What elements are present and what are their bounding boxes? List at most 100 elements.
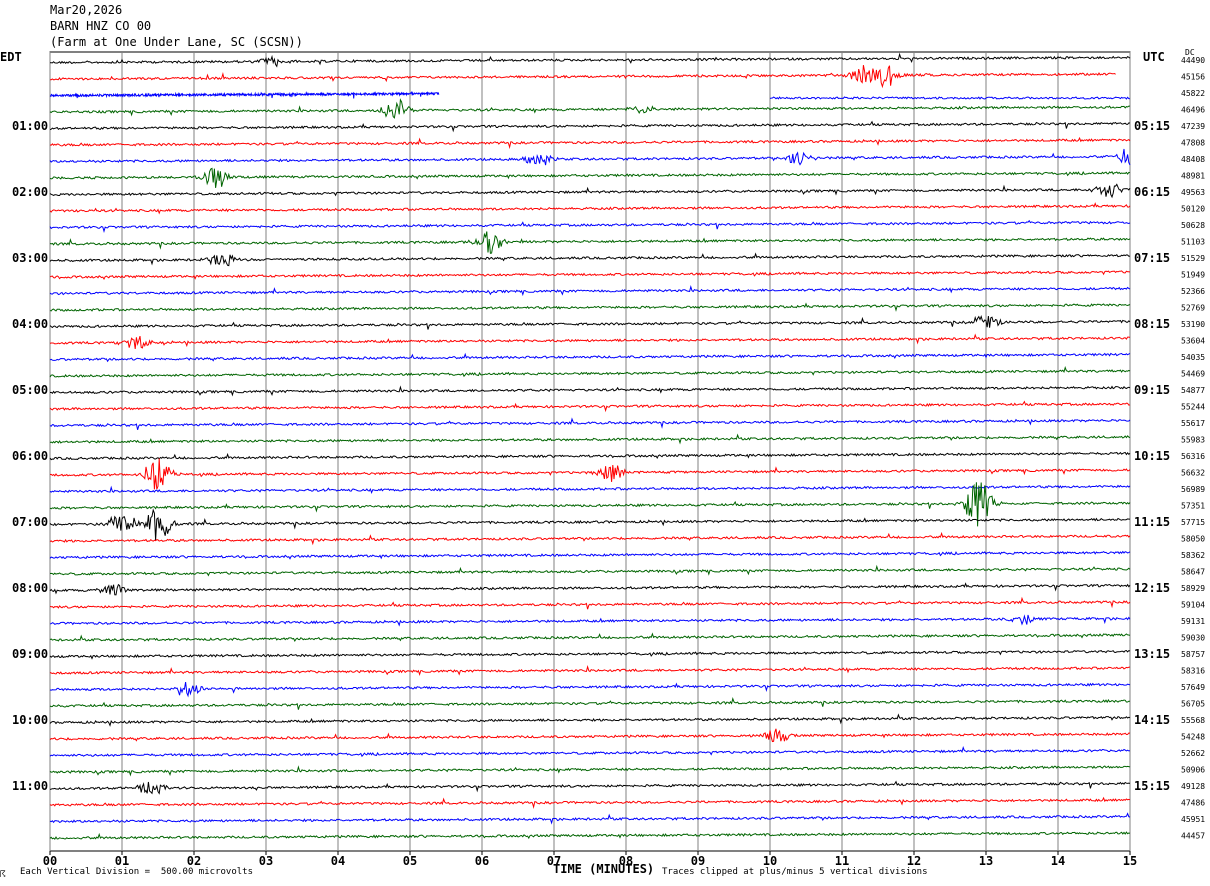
right-hour-label: 07:15 — [1134, 251, 1170, 265]
seismic-trace — [49, 550, 1131, 560]
dc-offset-label: 53604 — [1181, 337, 1205, 346]
dc-offset-label: 45951 — [1181, 815, 1205, 824]
axis-labels: 00 01 02 03 04 05 06 07 08 09 10 11 12 13 14 15 44490 451… — [12, 56, 1205, 868]
seismic-trace — [49, 417, 1131, 430]
seismic-trace — [49, 219, 1131, 233]
dc-offset-label: 59030 — [1181, 634, 1205, 643]
right-hour-label: 12:15 — [1134, 581, 1170, 595]
seismic-trace — [49, 484, 1131, 495]
x-tick-label: 05 — [403, 854, 417, 868]
x-tick-label: 00 — [43, 854, 57, 868]
footer-clip-note: Traces clipped at plus/minus 5 vertical … — [662, 867, 928, 877]
dc-offset-label: 58647 — [1181, 568, 1205, 577]
left-hour-label: 09:00 — [12, 647, 48, 661]
header-station: BARN HNZ CO 00 — [50, 19, 152, 33]
seismic-trace — [49, 183, 1131, 199]
dc-offset-label: 50628 — [1181, 221, 1205, 230]
seismic-trace — [49, 270, 1131, 281]
seismic-trace — [49, 564, 1131, 577]
dc-offset-label: 56705 — [1181, 700, 1205, 709]
left-hour-label: 05:00 — [12, 383, 48, 397]
dc-offset-label: 47808 — [1181, 139, 1205, 148]
seismic-trace — [49, 451, 1131, 461]
seismic-trace — [49, 482, 1131, 527]
seismic-trace — [49, 746, 1131, 758]
dc-offset-label: 54035 — [1181, 353, 1205, 362]
right-hour-label: 05:15 — [1134, 119, 1170, 133]
dc-offset-label: 44457 — [1181, 832, 1205, 841]
seismic-trace — [49, 231, 1131, 254]
dc-offset-label: 56632 — [1181, 469, 1205, 478]
left-hour-label: 10:00 — [12, 713, 48, 727]
dc-offset-label: 49563 — [1181, 188, 1205, 197]
dc-offset-label: 55568 — [1181, 716, 1205, 725]
dc-offset-label: 52366 — [1181, 287, 1205, 296]
dc-offset-label: 58316 — [1181, 667, 1205, 676]
x-tick-label: 03 — [259, 854, 273, 868]
seismic-trace — [49, 728, 1131, 743]
right-hour-label: 08:15 — [1134, 317, 1170, 331]
dc-offset-label: 47239 — [1181, 122, 1205, 131]
seismic-trace — [49, 780, 1131, 795]
dc-offset-label: 47486 — [1181, 799, 1205, 808]
left-hour-label: 03:00 — [12, 251, 48, 265]
seismic-trace — [49, 202, 1131, 215]
seismic-trace — [769, 96, 1131, 100]
right-hour-label: 10:15 — [1134, 449, 1170, 463]
dc-offset-label: 45822 — [1181, 89, 1205, 98]
seismic-trace — [49, 458, 1131, 490]
left-hour-label: 08:00 — [12, 581, 48, 595]
seismic-trace — [49, 697, 1130, 710]
seismic-trace — [49, 284, 1131, 297]
right-hour-label: 15:15 — [1134, 779, 1170, 793]
dc-offset-label: 54469 — [1181, 370, 1205, 379]
left-hour-label: 07:00 — [12, 515, 48, 529]
header-location: (Farm at One Under Lane, SC (SCSN)) — [50, 35, 303, 49]
dc-offset-label: 55617 — [1181, 419, 1205, 428]
left-timezone-label: EDT — [0, 50, 22, 64]
x-tick-label: 09 — [691, 854, 705, 868]
x-tick-label: 04 — [331, 854, 345, 868]
dc-offset-label: 48981 — [1181, 172, 1205, 181]
dc-offset-label: 51103 — [1181, 238, 1205, 247]
seismic-trace — [49, 664, 1131, 677]
x-tick-label: 02 — [187, 854, 201, 868]
seismic-trace — [49, 120, 1131, 133]
x-tick-label: 11 — [835, 854, 849, 868]
dc-offset-label: 56316 — [1181, 452, 1205, 461]
seismic-trace — [49, 98, 1130, 119]
left-hour-label: 02:00 — [12, 185, 48, 199]
dc-offset-label: 57351 — [1181, 502, 1205, 511]
seismic-trace — [49, 167, 1131, 188]
seismic-trace — [49, 614, 1131, 627]
right-hour-label: 11:15 — [1134, 515, 1170, 529]
dc-offset-label: 52769 — [1181, 304, 1205, 313]
seismic-trace — [49, 582, 1131, 596]
dc-offset-label: 57649 — [1181, 683, 1205, 692]
dc-offset-label: 58757 — [1181, 650, 1205, 659]
seismic-trace — [49, 531, 1131, 546]
right-hour-label: 13:15 — [1134, 647, 1170, 661]
dc-offset-label: 52662 — [1181, 749, 1205, 758]
seismic-trace — [49, 136, 1131, 150]
dc-offset-label: 55244 — [1181, 403, 1205, 412]
right-hour-label: 06:15 — [1134, 185, 1170, 199]
left-hour-label: 06:00 — [12, 449, 48, 463]
dc-offset-label: 56989 — [1181, 485, 1205, 494]
dc-offset-label: 44490 — [1181, 56, 1205, 65]
seismic-trace — [49, 65, 1116, 89]
seismic-trace — [49, 632, 1131, 643]
dc-offset-label: 51949 — [1181, 271, 1205, 280]
header-date: Mar20,2026 — [50, 3, 123, 17]
dc-column-label: DC — [1185, 48, 1195, 57]
x-tick-label: 14 — [1051, 854, 1065, 868]
seismic-trace — [49, 596, 1131, 610]
seismic-trace — [49, 508, 1130, 541]
dc-offset-label: 45156 — [1181, 73, 1205, 82]
right-hour-label: 09:15 — [1134, 383, 1170, 397]
footer-mark: ☈ — [0, 870, 6, 880]
x-tick-label: 10 — [763, 854, 777, 868]
dc-offset-label: 50906 — [1181, 766, 1205, 775]
seismic-trace — [49, 812, 1131, 825]
